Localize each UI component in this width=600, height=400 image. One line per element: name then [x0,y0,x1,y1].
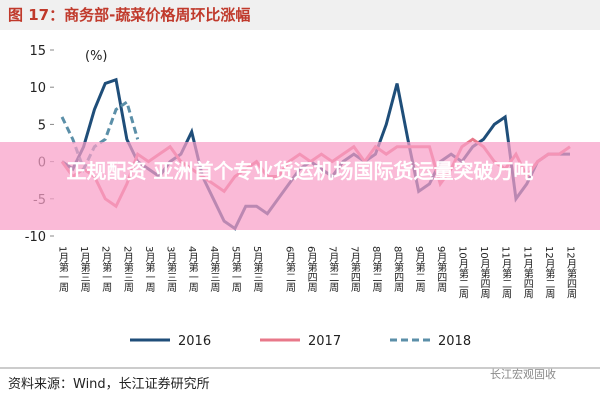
x-tick-label: 11月第二周 [500,246,512,300]
x-tick-label: 9月第二周 [413,246,425,293]
x-tick-label: 12月第四周 [565,246,577,300]
x-tick-label: 1月第一周 [57,246,69,293]
x-tick-label: 10月第四周 [478,246,490,300]
x-tick-label: 4月第三周 [208,246,220,293]
chart-title: 图 17：商务部-蔬菜价格周环比涨幅 [8,6,250,24]
x-tick-label: 3月第一周 [143,246,155,293]
x-tick-label: 8月第四周 [392,246,404,293]
watermark: 长江宏观固收 [490,367,556,381]
x-tick-label: 6月第二周 [283,246,295,293]
y-tick-label: 10 [29,81,46,96]
y-tick-label: 15 [29,44,46,59]
line [60,99,140,173]
x-tick-label: 2月第三周 [121,246,133,293]
x-tick-label: 7月第二周 [327,246,339,293]
legend-label: 2017 [308,334,341,349]
x-tick-label: 3月第三周 [165,246,177,293]
x-tick-label: 12月第二周 [543,246,555,300]
y-tick-label: -10 [25,230,46,245]
x-tick-label: 5月第三周 [251,246,263,293]
x-tick-label: 1月第三周 [78,246,90,293]
x-tick-label: 5月第一周 [229,246,241,293]
x-tick-label: 7月第四周 [348,246,360,293]
x-tick-label: 6月第四周 [305,246,317,293]
title-bar [0,0,600,30]
x-tick-label: 2月第一周 [100,246,112,293]
source: 资料来源：Wind，长江证券研究所 [8,376,210,392]
x-tick-label: 9月第四周 [435,246,447,293]
legend-label: 2016 [178,334,211,349]
x-tick-label: 11月第四周 [521,246,533,300]
x-tick-label: 10月第二周 [456,246,468,300]
y-tick-label: 5 [38,118,46,133]
y-label: (%) [85,49,108,64]
legend-label: 2018 [438,334,471,349]
banner: 正规配资 亚洲首个专业货运机场国际货运量突破万吨 [0,142,600,230]
x-tick-label: 8月第二周 [370,246,382,293]
x-tick-label: 4月第一周 [186,246,198,293]
